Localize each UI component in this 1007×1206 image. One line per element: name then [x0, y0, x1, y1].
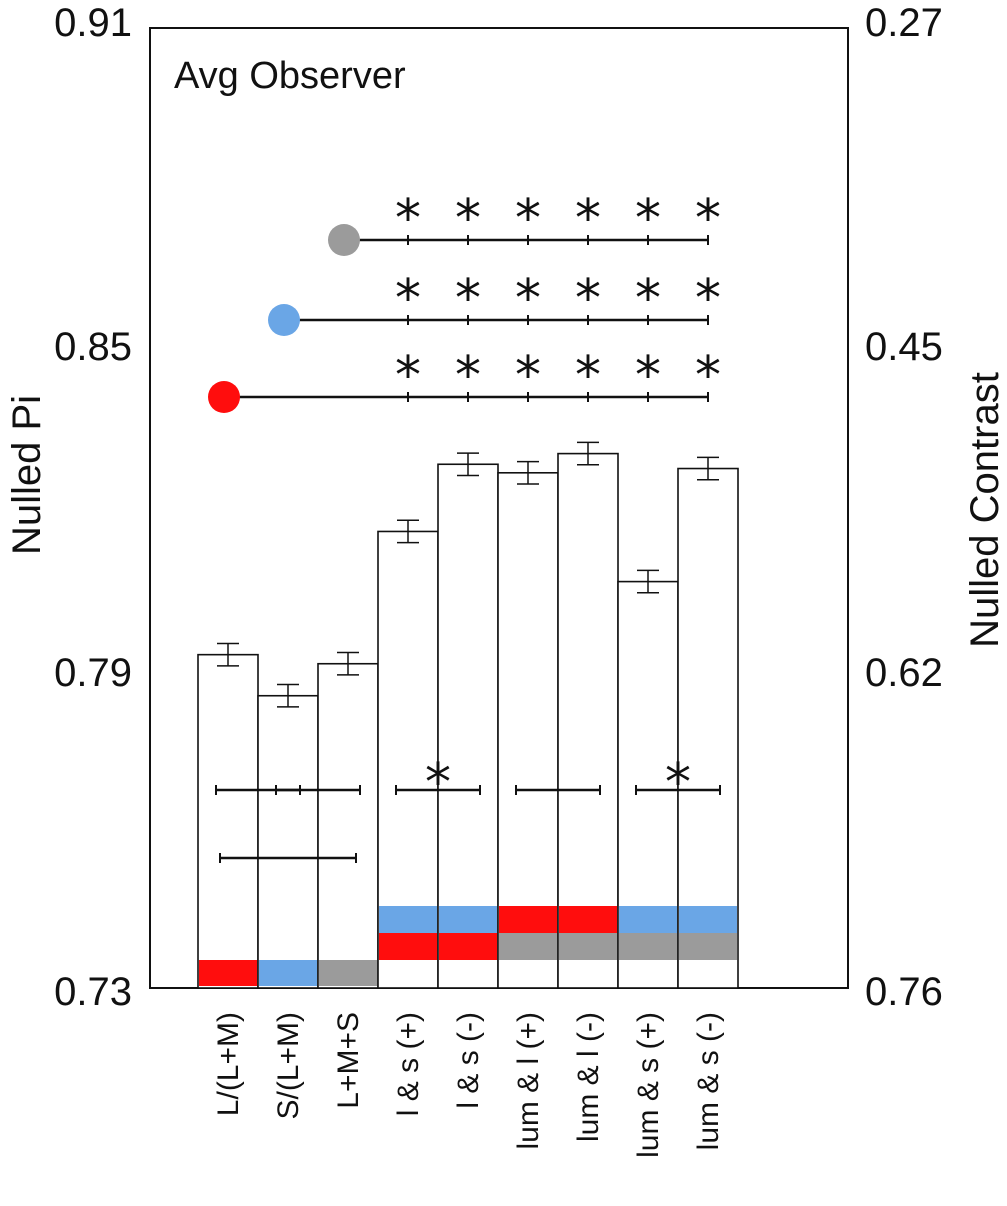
swatch-blue — [379, 906, 437, 933]
bar — [317, 662, 379, 989]
bar — [437, 463, 499, 989]
y-tick-label-right: 0.27 — [865, 1, 943, 45]
y-axis-label-left: Nulled Pi — [5, 395, 49, 555]
y-tick-label-right: 0.45 — [865, 325, 943, 369]
swatch-gray — [319, 960, 377, 986]
category-labels: L/(L+M) S/(L+M) L+M+S l & s (+) l & s (-) lum… — [212, 1012, 725, 1158]
error-bars — [217, 441, 719, 708]
y-tick-label-left: 0.79 — [54, 651, 132, 695]
swatch-gray — [499, 933, 557, 960]
significance-star: * — [515, 346, 541, 406]
significance-star: * — [695, 346, 721, 406]
significance-star: * — [635, 189, 661, 249]
significance-star: * — [515, 269, 541, 329]
significance-star: * — [635, 346, 661, 406]
swatch-blue — [679, 906, 737, 933]
significance-star: * — [425, 753, 451, 813]
y-ticks-right: 0.27 0.45 0.62 0.76 — [865, 1, 943, 1014]
y-ticks-left: 0.91 0.85 0.79 0.73 — [54, 1, 132, 1014]
y-tick-label-right: 0.62 — [865, 651, 943, 695]
y-axis-label-right: Nulled Contrast — [963, 372, 1007, 648]
significance-star: * — [635, 269, 661, 329]
swatch-gray — [559, 933, 617, 960]
top-comparisons: * * * * * * * * * * * * * * * * * * — [208, 189, 721, 413]
swatch-red — [499, 906, 557, 933]
significance-star: * — [455, 189, 481, 249]
swatch-blue — [619, 906, 677, 933]
significance-star: * — [395, 189, 421, 249]
category-label: S/(L+M) — [272, 1012, 305, 1120]
y-tick-label-left: 0.91 — [54, 1, 132, 45]
significance-star: * — [455, 346, 481, 406]
significance-star: * — [575, 346, 601, 406]
swatch-blue — [259, 960, 317, 986]
category-label: lum & l (-) — [572, 1012, 605, 1142]
significance-star: * — [665, 753, 691, 813]
condition-swatches — [199, 906, 737, 986]
bar — [197, 653, 259, 989]
significance-star: * — [515, 189, 541, 249]
category-label: l & s (+) — [392, 1012, 425, 1116]
bar — [557, 452, 619, 989]
category-label: l & s (-) — [452, 1012, 485, 1109]
bar — [677, 467, 739, 989]
swatch-red — [199, 960, 257, 986]
swatch-gray — [679, 933, 737, 960]
bars — [197, 452, 739, 989]
swatch-blue — [439, 906, 497, 933]
swatch-red — [379, 933, 437, 960]
category-label: lum & s (-) — [692, 1012, 725, 1150]
significance-star: * — [455, 269, 481, 329]
category-label: L/(L+M) — [212, 1012, 245, 1116]
bar — [257, 694, 319, 989]
significance-star: * — [695, 189, 721, 249]
y-tick-label-left: 0.85 — [54, 325, 132, 369]
category-label: L+M+S — [332, 1012, 365, 1109]
significance-star: * — [575, 189, 601, 249]
significance-star: * — [395, 346, 421, 406]
significance-star: * — [395, 269, 421, 329]
marker-blue — [268, 304, 300, 336]
significance-star: * — [695, 269, 721, 329]
y-tick-label-right: 0.76 — [865, 970, 943, 1014]
pairwise-comparisons: * * — [215, 753, 721, 863]
marker-gray — [328, 224, 360, 256]
chart-title: Avg Observer — [174, 55, 406, 97]
category-label: lum & s (+) — [632, 1012, 665, 1158]
swatch-red — [439, 933, 497, 960]
significance-star: * — [575, 269, 601, 329]
bar — [497, 471, 559, 989]
marker-red — [208, 381, 240, 413]
category-label: lum & l (+) — [512, 1012, 545, 1150]
swatch-red — [559, 906, 617, 933]
y-tick-label-left: 0.73 — [54, 970, 132, 1014]
swatch-gray — [619, 933, 677, 960]
